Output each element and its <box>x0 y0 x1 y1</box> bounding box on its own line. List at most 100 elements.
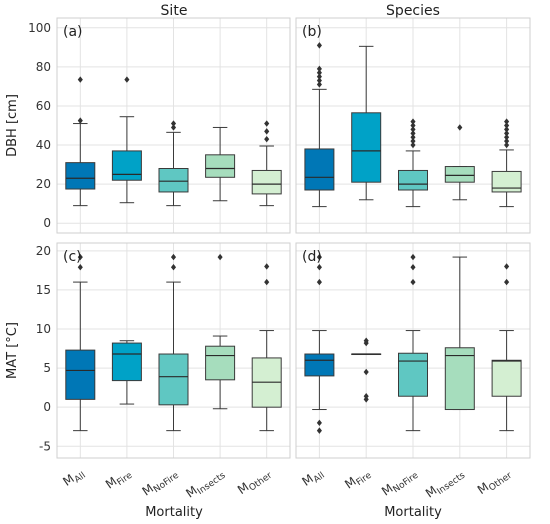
x-axis-label-left: Mortality <box>145 505 203 520</box>
outlier-point <box>77 264 83 271</box>
outlier-point <box>316 77 322 84</box>
outlier-point <box>316 419 322 427</box>
outlier-point <box>504 126 510 133</box>
box-insects <box>444 256 475 411</box>
outlier-point <box>316 65 322 73</box>
y-tick-label: 0 <box>43 400 51 414</box>
outlier-point <box>170 253 177 261</box>
outlier-point <box>77 76 83 83</box>
x-tick-label: MFire <box>103 465 135 494</box>
outlier-point <box>264 120 270 127</box>
outlier-point <box>77 253 83 261</box>
x-tick-label: MInsects <box>183 465 227 503</box>
outlier-point <box>124 76 130 83</box>
outlier-point <box>316 278 322 286</box>
box-body <box>398 352 428 397</box>
outlier-point <box>410 122 416 129</box>
y-tick-label: 100 <box>28 21 51 35</box>
x-tick-label: MInsects <box>423 465 467 503</box>
outlier-point <box>410 278 416 286</box>
column-title-species: Species <box>386 3 440 19</box>
box-body <box>111 150 142 181</box>
column-title-site: Site <box>161 3 188 19</box>
box-nofire <box>158 253 189 432</box>
outlier-point <box>410 118 416 125</box>
outlier-point <box>316 427 322 434</box>
outlier-point <box>264 263 270 270</box>
y-tick-label: 60 <box>36 99 51 113</box>
box-body <box>491 170 522 193</box>
outlier-point <box>316 81 322 88</box>
panel-a: (a) 0 20 40 60 80 100 <box>28 17 291 234</box>
y-tick-label: 15 <box>36 283 51 297</box>
box-insects <box>205 126 236 202</box>
box-nofire <box>398 253 428 432</box>
outlier-point <box>170 264 177 271</box>
panel-frame <box>295 242 531 459</box>
y-tick-label: 40 <box>36 138 51 152</box>
outlier-point <box>504 118 510 125</box>
outlier-point <box>504 137 510 145</box>
box-body <box>398 169 428 191</box>
outlier-point <box>363 337 369 344</box>
outlier-point <box>457 124 463 131</box>
panel-label: (a) <box>63 24 83 40</box>
box-other <box>491 118 522 208</box>
outlier-point <box>504 141 510 149</box>
box-body <box>304 353 335 377</box>
box-body <box>444 166 475 183</box>
box-all <box>304 42 335 208</box>
outlier-point <box>504 278 510 286</box>
y-tick-label: 20 <box>36 177 51 191</box>
box-body <box>205 154 236 178</box>
outlier-point <box>504 130 510 137</box>
y-axis-label: DBH [cm] <box>5 94 20 157</box>
box-body <box>158 168 189 193</box>
box-all <box>304 253 335 434</box>
box-fire <box>351 45 382 201</box>
box-body <box>351 112 382 183</box>
x-tick-label: MNoFire <box>140 465 182 501</box>
outlier-point <box>410 126 416 133</box>
outlier-point <box>316 73 322 80</box>
outlier-point <box>410 141 416 149</box>
x-tick-label: MFire <box>342 465 374 494</box>
outlier-point <box>504 263 510 270</box>
x-tick-label: MOther <box>475 465 514 500</box>
box-other <box>491 263 522 432</box>
box-body <box>65 162 96 190</box>
y-tick-label: 80 <box>36 60 51 74</box>
outlier-point <box>316 42 322 49</box>
box-fire <box>111 76 142 204</box>
x-tick-label: MNoFire <box>379 465 421 501</box>
box-body <box>65 349 96 400</box>
panel-label: (d) <box>302 249 322 265</box>
panels-group: DBH [cm] (a) 0 20 40 60 80 100 (b) MAT [°C] (c) -5 0… <box>5 17 531 503</box>
outlier-point <box>410 137 416 145</box>
box-insects <box>205 253 236 410</box>
box-fire <box>111 340 142 405</box>
y-tick-label: 5 <box>43 361 51 375</box>
y-tick-label: 10 <box>36 322 51 336</box>
outlier-point <box>410 130 416 137</box>
panel-frame <box>56 242 291 459</box>
box-fire <box>351 337 382 403</box>
panel-frame <box>295 17 531 234</box>
box-all <box>65 253 96 432</box>
outlier-point <box>77 117 83 124</box>
panel-frame <box>56 17 291 234</box>
box-all <box>65 76 96 207</box>
outlier-point <box>264 135 270 143</box>
box-body <box>444 347 475 411</box>
outlier-point <box>316 253 322 261</box>
box-other <box>251 263 282 432</box>
box-body <box>304 148 335 191</box>
y-axis-label: MAT [°C] <box>5 322 20 379</box>
x-tick-label: MOther <box>235 465 274 500</box>
box-body <box>491 359 522 397</box>
outlier-point <box>316 264 322 271</box>
outlier-point <box>410 134 416 141</box>
